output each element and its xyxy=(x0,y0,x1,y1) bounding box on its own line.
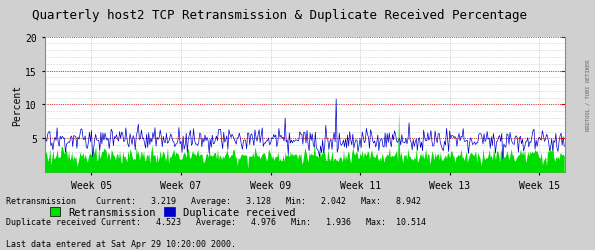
Text: Last data entered at Sat Apr 29 10:20:00 2000.: Last data entered at Sat Apr 29 10:20:00… xyxy=(6,239,236,248)
Text: Duplicate received Current:   4.523   Average:   4.976   Min:   1.936   Max:  10: Duplicate received Current: 4.523 Averag… xyxy=(6,218,426,226)
Text: RRDTOOL / TOBI OETIKER: RRDTOOL / TOBI OETIKER xyxy=(586,60,591,130)
Legend: Retransmission, Duplicate received: Retransmission, Duplicate received xyxy=(50,208,296,217)
Y-axis label: Percent: Percent xyxy=(12,84,23,126)
Text: Retransmission    Current:   3.219   Average:   3.128   Min:   2.042   Max:   8.: Retransmission Current: 3.219 Average: 3… xyxy=(6,196,421,205)
Text: Quarterly host2 TCP Retransmission & Duplicate Received Percentage: Quarterly host2 TCP Retransmission & Dup… xyxy=(32,9,527,22)
